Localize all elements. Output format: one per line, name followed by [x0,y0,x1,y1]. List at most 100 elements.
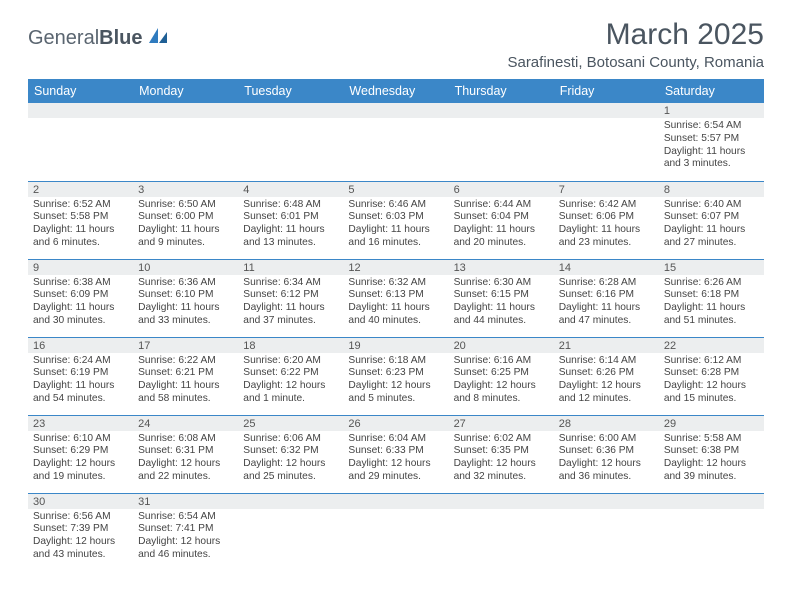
day-detail-line: Daylight: 12 hours and 46 minutes. [138,536,233,562]
day-detail-line: Daylight: 11 hours and 44 minutes. [454,302,549,328]
day-details [238,509,343,514]
day-number: 11 [238,260,343,275]
day-details [343,118,448,123]
day-detail-line: Sunset: 6:33 PM [348,445,443,458]
logo-text-1: General [28,27,99,49]
calendar-day-cell: 6Sunrise: 6:44 AMSunset: 6:04 PMDaylight… [449,181,554,259]
calendar-day-cell: 16Sunrise: 6:24 AMSunset: 6:19 PMDayligh… [28,337,133,415]
day-detail-line: Sunrise: 6:12 AM [664,355,759,368]
day-detail-line: Sunrise: 6:54 AM [138,511,233,524]
day-detail-line: Sunrise: 6:02 AM [454,433,549,446]
day-detail-line: Sunrise: 6:36 AM [138,277,233,290]
day-details: Sunrise: 6:32 AMSunset: 6:13 PMDaylight:… [343,275,448,331]
day-number: 4 [238,182,343,197]
day-detail-line: Sunset: 5:57 PM [664,133,759,146]
calendar-day-cell: 28Sunrise: 6:00 AMSunset: 6:36 PMDayligh… [554,415,659,493]
calendar-empty-cell [343,493,448,571]
day-details: Sunrise: 6:24 AMSunset: 6:19 PMDaylight:… [28,353,133,409]
day-number: 10 [133,260,238,275]
day-number: 20 [449,338,554,353]
day-detail-line: Sunset: 7:41 PM [138,523,233,536]
day-detail-line: Sunrise: 6:42 AM [559,199,654,212]
day-detail-line: Daylight: 11 hours and 37 minutes. [243,302,338,328]
day-number [449,494,554,509]
day-detail-line: Sunset: 6:19 PM [33,367,128,380]
day-details: Sunrise: 6:48 AMSunset: 6:01 PMDaylight:… [238,197,343,253]
day-details: Sunrise: 6:40 AMSunset: 6:07 PMDaylight:… [659,197,764,253]
day-details: Sunrise: 6:10 AMSunset: 6:29 PMDaylight:… [28,431,133,487]
day-detail-line: Sunset: 6:09 PM [33,289,128,302]
day-number: 21 [554,338,659,353]
day-detail-line: Sunrise: 6:40 AM [664,199,759,212]
day-detail-line: Daylight: 12 hours and 36 minutes. [559,458,654,484]
day-details: Sunrise: 6:50 AMSunset: 6:00 PMDaylight:… [133,197,238,253]
day-detail-line: Sunset: 6:38 PM [664,445,759,458]
day-detail-line: Sunset: 6:18 PM [664,289,759,302]
weekday-header: Monday [133,79,238,103]
day-detail-line: Daylight: 12 hours and 15 minutes. [664,380,759,406]
calendar-day-cell: 3Sunrise: 6:50 AMSunset: 6:00 PMDaylight… [133,181,238,259]
day-detail-line: Sunrise: 6:04 AM [348,433,443,446]
day-number: 9 [28,260,133,275]
day-detail-line: Sunset: 6:35 PM [454,445,549,458]
day-details [343,509,448,514]
calendar-day-cell: 11Sunrise: 6:34 AMSunset: 6:12 PMDayligh… [238,259,343,337]
day-details: Sunrise: 6:20 AMSunset: 6:22 PMDaylight:… [238,353,343,409]
calendar-day-cell: 12Sunrise: 6:32 AMSunset: 6:13 PMDayligh… [343,259,448,337]
logo: GeneralBlue [28,26,169,51]
day-detail-line: Daylight: 11 hours and 3 minutes. [664,146,759,172]
calendar-day-cell: 19Sunrise: 6:18 AMSunset: 6:23 PMDayligh… [343,337,448,415]
calendar-week-row: 1Sunrise: 6:54 AMSunset: 5:57 PMDaylight… [28,103,764,181]
calendar-day-cell: 21Sunrise: 6:14 AMSunset: 6:26 PMDayligh… [554,337,659,415]
day-number [449,103,554,118]
logo-sail-icon [147,26,169,51]
day-detail-line: Sunset: 6:22 PM [243,367,338,380]
day-detail-line: Sunrise: 6:52 AM [33,199,128,212]
day-number [133,103,238,118]
day-detail-line: Sunset: 6:25 PM [454,367,549,380]
calendar-day-cell: 31 Sunrise: 6:54 AMSunset: 7:41 PMDayligh… [133,493,238,571]
calendar-week-row: 23Sunrise: 6:10 AMSunset: 6:29 PMDayligh… [28,415,764,493]
day-detail-line: Sunrise: 6:56 AM [33,511,128,524]
day-details: Sunrise: 6:18 AMSunset: 6:23 PMDaylight:… [343,353,448,409]
day-number: 31 [133,494,238,509]
day-detail-line: Daylight: 12 hours and 32 minutes. [454,458,549,484]
calendar-empty-cell [343,103,448,181]
day-detail-line: Sunset: 6:21 PM [138,367,233,380]
day-number: 7 [554,182,659,197]
calendar-day-cell: 5Sunrise: 6:46 AMSunset: 6:03 PMDaylight… [343,181,448,259]
calendar-day-cell: 7Sunrise: 6:42 AMSunset: 6:06 PMDaylight… [554,181,659,259]
day-detail-line: Daylight: 12 hours and 1 minute. [243,380,338,406]
calendar-empty-cell [659,493,764,571]
day-detail-line: Sunrise: 6:14 AM [559,355,654,368]
day-number: 2 [28,182,133,197]
day-detail-line: Sunrise: 5:58 AM [664,433,759,446]
day-detail-line: Sunrise: 6:22 AM [138,355,233,368]
day-details [554,118,659,123]
calendar-day-cell: 25Sunrise: 6:06 AMSunset: 6:32 PMDayligh… [238,415,343,493]
day-details: Sunrise: 5:58 AMSunset: 6:38 PMDaylight:… [659,431,764,487]
day-detail-line: Sunset: 5:58 PM [33,211,128,224]
day-details [659,509,764,514]
calendar-empty-cell [554,103,659,181]
day-detail-line: Sunset: 6:13 PM [348,289,443,302]
day-detail-line: Daylight: 11 hours and 30 minutes. [33,302,128,328]
day-detail-line: Sunrise: 6:44 AM [454,199,549,212]
day-detail-line: Daylight: 11 hours and 54 minutes. [33,380,128,406]
day-number [343,494,448,509]
calendar-day-cell: 17Sunrise: 6:22 AMSunset: 6:21 PMDayligh… [133,337,238,415]
weekday-header: Tuesday [238,79,343,103]
calendar-empty-cell [238,493,343,571]
day-detail-line: Daylight: 11 hours and 40 minutes. [348,302,443,328]
day-detail-line: Sunset: 6:16 PM [559,289,654,302]
calendar-empty-cell [133,103,238,181]
day-number: 25 [238,416,343,431]
day-detail-line: Sunset: 6:10 PM [138,289,233,302]
day-detail-line: Sunset: 6:00 PM [138,211,233,224]
day-number: 19 [343,338,448,353]
day-details: Sunrise: 6:22 AMSunset: 6:21 PMDaylight:… [133,353,238,409]
calendar-day-cell: 20Sunrise: 6:16 AMSunset: 6:25 PMDayligh… [449,337,554,415]
day-number: 24 [133,416,238,431]
calendar-empty-cell [554,493,659,571]
day-details: Sunrise: 6:14 AMSunset: 6:26 PMDaylight:… [554,353,659,409]
